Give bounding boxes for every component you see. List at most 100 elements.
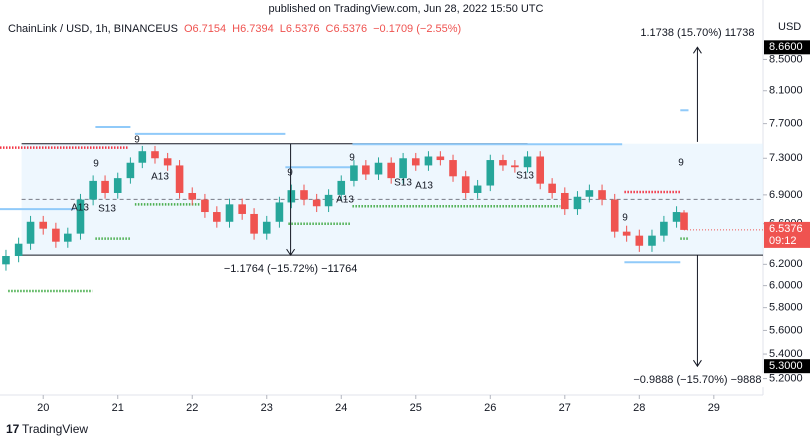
y-tick-label: 6.2000 [769,258,803,270]
candle-body [461,176,470,193]
candle-body [126,162,135,179]
x-tick-label: 23 [261,402,273,414]
candle-body [64,233,72,242]
x-tick-label: 21 [112,402,124,414]
candle-body [163,158,172,166]
x-tick-label: 20 [37,402,49,414]
measure-label: −1.1764 (−15.72%) −11764 [224,263,357,275]
candle-body [76,199,85,234]
candle-body [560,192,569,210]
measure-arrow [286,248,296,256]
price-tag [764,359,810,374]
y-tick-label: 6.0000 [769,280,803,292]
measure-label-bg [637,26,758,41]
candle-body [138,151,147,163]
candle-body [89,180,97,200]
axis-unit: USD [778,21,801,33]
candle-body [573,196,582,210]
y-tick-label: 5.4000 [769,348,803,360]
y-tick-label: 7.7000 [769,118,803,130]
candle-body [436,156,445,161]
logo: 17 TradingView [6,422,88,436]
candle-body [312,199,321,207]
candle-body [362,165,370,175]
x-tick-label: 26 [484,402,496,414]
td-label: 9 [622,213,628,224]
ohlc-label: H6.7394 [232,23,274,35]
candle-body [275,202,284,222]
candle-body [101,180,109,193]
candle-body [536,156,545,184]
td-label: S13 [98,204,116,215]
td-label: S13 [516,171,534,182]
candle-body [14,243,23,257]
ohlc-label: O6.7154 [184,23,226,35]
candle-body [287,190,296,203]
x-tick-label: 25 [410,402,422,414]
candle-body [26,221,35,244]
td-label: A13 [151,172,169,183]
candle-body [151,151,159,159]
candle-body [399,158,407,179]
measure-arrow [693,359,702,368]
td-label: 9 [93,159,99,170]
last-price-label: 6.5376 [769,223,803,235]
price-tag [764,40,810,55]
change-label: −0.1709 (−2.55%) [373,23,461,35]
logo-text: TradingView [22,422,88,436]
candle-body [523,156,532,168]
td-label: S13 [394,178,412,189]
logo-mark: 17 [6,422,20,436]
last-price-tag [764,221,810,248]
candle-body [337,180,346,195]
candle-body [250,213,258,234]
measure-label-bg [630,373,765,388]
x-tick-label: 24 [335,402,347,414]
candle-body [52,228,60,242]
candle-body [499,160,507,166]
y-tick-label: 5.6000 [769,324,803,336]
ohlc-label: C6.5376 [326,23,368,35]
candle-body [113,178,122,193]
y-tick-label: 5.2000 [769,372,803,384]
price-tag-label: 5.3000 [769,360,803,372]
symbol-title: ChainLink / USD, 1h, BINANCEUS [8,23,178,35]
candle-body [387,162,395,179]
measure-label-bg [220,262,361,277]
td-label: 9 [134,135,140,146]
measure-arrow [693,46,702,54]
candle-body [511,165,519,168]
td-label: A13 [71,203,89,214]
x-tick-label: 28 [633,402,645,414]
candle-body [350,165,358,181]
candle-body [680,212,688,230]
plot-area [0,109,763,293]
publish-header: published on TradingView.com, Jun 28, 20… [269,3,544,15]
y-tick-label: 7.3000 [769,152,803,164]
candle-body [262,221,271,234]
candle-body [486,160,495,186]
x-tick-label: 29 [708,402,720,414]
candle-body [238,204,246,214]
candle-body [672,212,681,222]
candle-body [39,221,48,229]
candle-body [622,231,631,236]
measure-label: 1.1738 (15.70%) 11738 [640,27,754,39]
candle-body [660,221,668,236]
candle-body [188,192,197,200]
y-tick-label: 8.1000 [769,85,803,97]
td-label: A13 [336,195,354,206]
candle-body [2,256,10,265]
candle-body [548,183,556,193]
candle-body [300,190,308,200]
candle-body [201,199,209,213]
measure-label: −0.9888 (−15.70%) −9888 [633,374,761,386]
candle-body [213,212,221,222]
candle-body [175,165,184,193]
candle-body [648,235,656,246]
candle-body [225,204,234,222]
td-label: A13 [415,181,433,192]
td-label: 9 [678,158,684,169]
y-tick-label: 8.5000 [769,53,803,65]
